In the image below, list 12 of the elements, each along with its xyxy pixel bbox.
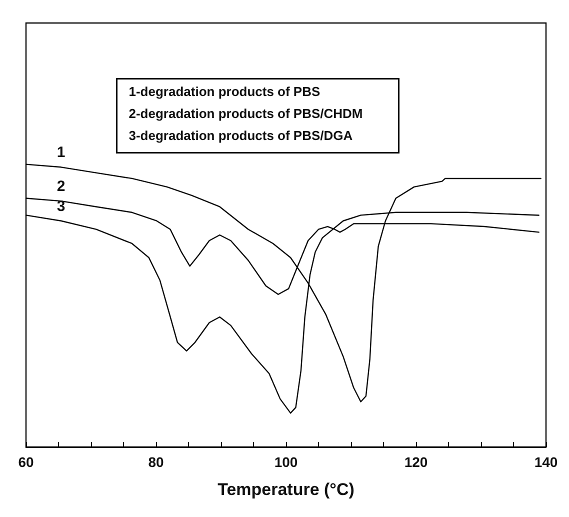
x-axis-title: Temperature (°C) [218, 480, 354, 499]
series-label: 2 [56, 178, 66, 196]
x-tick-label: 120 [404, 454, 428, 470]
text: 3-degradation products of PBS/DGA [128, 128, 354, 143]
x-tick-label: 80 [148, 454, 164, 470]
text: 1-degradation products of PBS [128, 84, 320, 99]
x-tick-label: 140 [534, 454, 558, 470]
series-label: 1 [56, 144, 66, 162]
x-tick-label: 60 [18, 454, 34, 470]
x-tick-label: 100 [274, 454, 298, 470]
text: 2-degradation products of PBS/CHDM [128, 106, 363, 121]
series-label: 3 [56, 198, 66, 215]
